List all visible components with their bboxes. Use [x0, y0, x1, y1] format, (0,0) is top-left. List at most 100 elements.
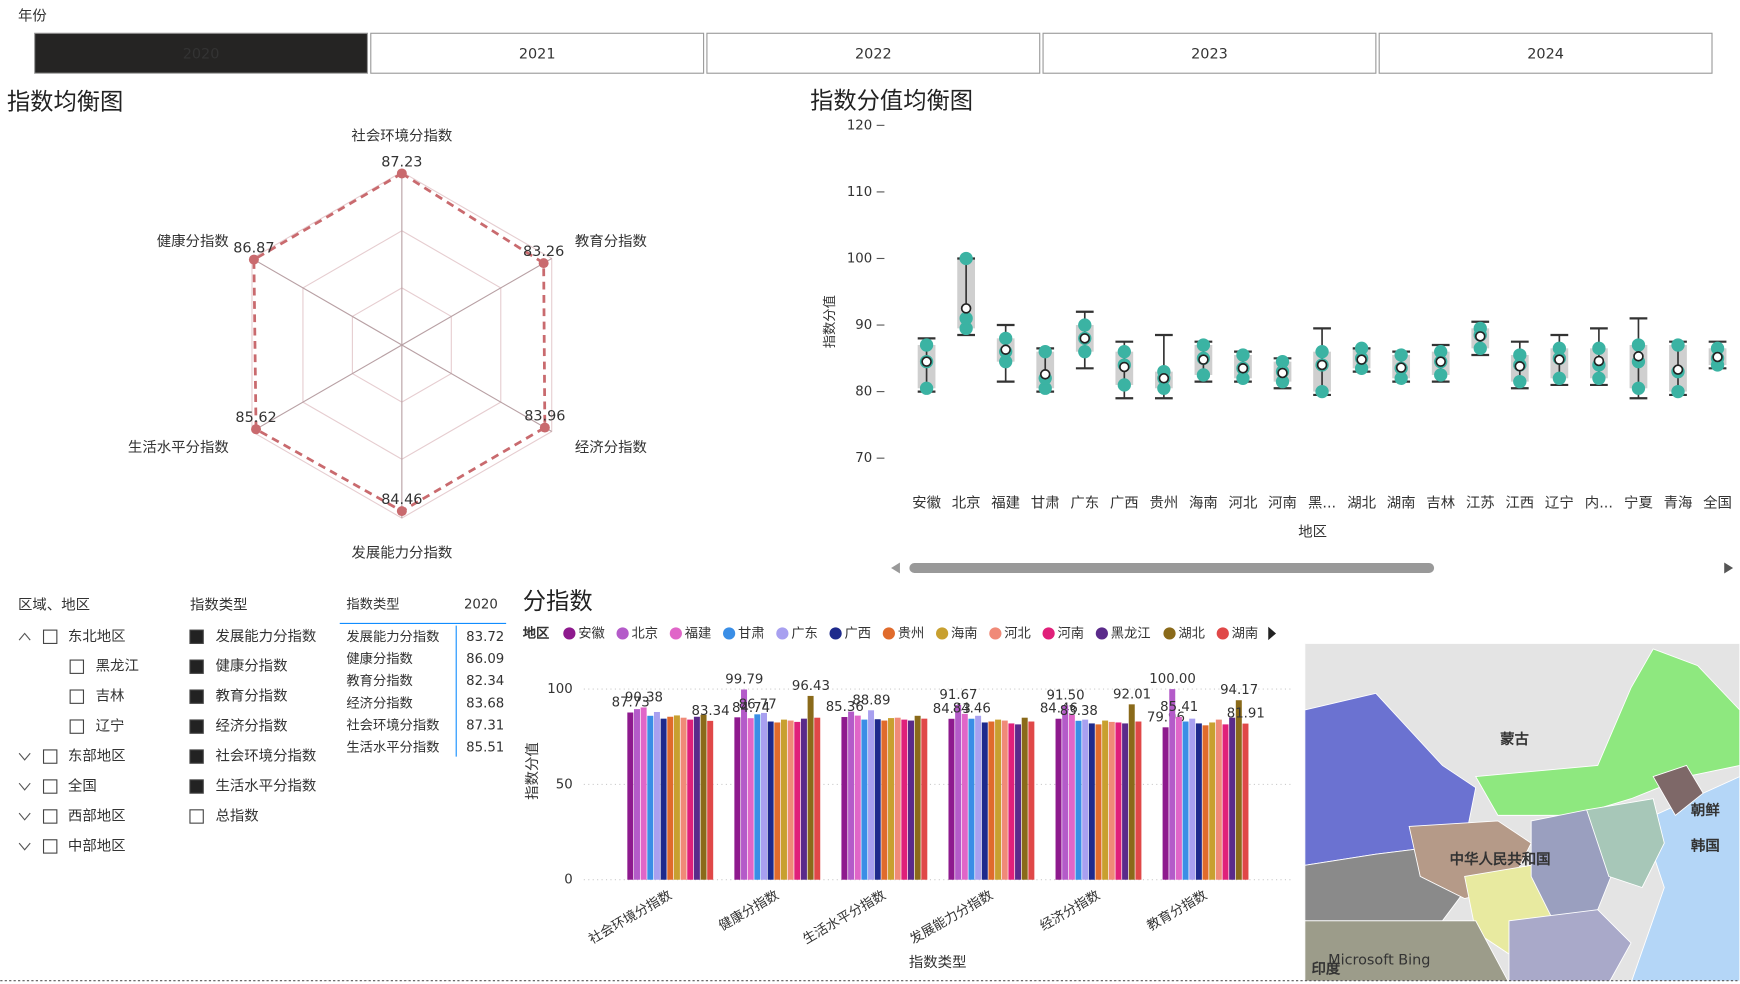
map-region: [1652, 764, 1704, 817]
legend-label[interactable]: 福建: [685, 625, 712, 641]
legend-label[interactable]: 广东: [791, 625, 818, 641]
checkbox[interactable]: [42, 749, 58, 764]
filter-item[interactable]: 教育分指数: [215, 688, 287, 705]
legend-label[interactable]: 甘肃: [738, 625, 765, 641]
year-button[interactable]: [706, 32, 1041, 74]
legend-label[interactable]: 黑龙江: [1111, 625, 1151, 641]
filter-item[interactable]: 辽宁: [96, 718, 125, 735]
mean-marker: [1554, 354, 1565, 365]
checkbox[interactable]: [189, 659, 204, 674]
year-button-label[interactable]: 2024: [1527, 46, 1564, 62]
filter-item[interactable]: 东北地区: [68, 628, 126, 645]
quartile-point: [1671, 384, 1685, 399]
map-label: 蒙古: [1500, 730, 1529, 748]
filter-item[interactable]: 西部地区: [68, 807, 126, 824]
legend-swatch[interactable]: [1216, 627, 1229, 640]
year-button[interactable]: [1378, 32, 1713, 74]
year-button-label[interactable]: 2020: [183, 46, 220, 62]
filter-item[interactable]: 生活水平分指数: [215, 778, 316, 795]
legend-label[interactable]: 海南: [951, 625, 978, 641]
year-button-label[interactable]: 2023: [1191, 46, 1228, 62]
checkbox[interactable]: [189, 689, 204, 704]
legend-swatch[interactable]: [1163, 627, 1176, 640]
checkbox[interactable]: [69, 719, 85, 734]
checkbox[interactable]: [69, 689, 85, 704]
legend-label[interactable]: 北京: [631, 625, 658, 641]
expander[interactable]: [18, 782, 31, 791]
legend-swatch[interactable]: [936, 627, 949, 640]
checkbox[interactable]: [42, 839, 58, 854]
checkbox[interactable]: [189, 749, 204, 764]
legend-swatch[interactable]: [989, 627, 1002, 640]
year-button[interactable]: [1042, 32, 1377, 74]
filter-item[interactable]: 发展能力分指数: [215, 628, 316, 645]
legend-label[interactable]: 湖南: [1232, 625, 1259, 641]
year-button-label[interactable]: 2022: [855, 46, 892, 62]
legend-swatch[interactable]: [723, 627, 736, 640]
expander[interactable]: [18, 812, 31, 821]
expander[interactable]: [18, 752, 31, 761]
quartile-point: [1513, 348, 1527, 362]
mean-marker: [1633, 351, 1644, 362]
legend-swatch[interactable]: [616, 627, 629, 640]
bar: [841, 717, 848, 880]
checkbox[interactable]: [189, 779, 204, 794]
filter-item[interactable]: 黑龙江: [96, 658, 139, 675]
checkbox[interactable]: [69, 659, 85, 674]
filter-item[interactable]: 经济分指数: [215, 718, 287, 735]
expander[interactable]: [18, 632, 31, 641]
filter-item[interactable]: 吉林: [96, 688, 125, 705]
checkbox[interactable]: [42, 779, 58, 794]
filter-item[interactable]: 社会环境分指数: [215, 747, 316, 765]
x-tick-label: 江苏: [1466, 495, 1495, 512]
bar: [1195, 723, 1202, 880]
checkbox[interactable]: [189, 719, 204, 734]
legend-label[interactable]: 贵州: [898, 625, 925, 641]
filter-item[interactable]: 中部地区: [68, 837, 126, 854]
scroll-left[interactable]: [891, 562, 900, 574]
legend-swatch[interactable]: [1042, 627, 1055, 640]
year-button[interactable]: [34, 32, 369, 74]
x-tick-label: 发展能力分指数: [907, 887, 996, 947]
map-label: 印度: [1312, 960, 1341, 978]
checkbox[interactable]: [42, 809, 58, 824]
legend-next[interactable]: [1268, 626, 1277, 641]
legend-swatch[interactable]: [669, 627, 682, 640]
filter-item[interactable]: 健康分指数: [215, 658, 287, 675]
quartile-point: [1236, 348, 1250, 362]
legend-swatch[interactable]: [829, 627, 842, 640]
year-button-label[interactable]: 2021: [519, 46, 556, 62]
legend-label[interactable]: 河南: [1057, 625, 1084, 641]
legend-swatch[interactable]: [563, 627, 576, 640]
bar: [1128, 704, 1135, 880]
scroll-right[interactable]: [1724, 562, 1734, 574]
quartile-point: [1592, 371, 1606, 385]
legend-swatch[interactable]: [882, 627, 895, 640]
bar: [1189, 718, 1196, 880]
legend-swatch[interactable]: [1095, 627, 1108, 640]
data-label: 99.79: [725, 673, 763, 688]
legend-label[interactable]: 安徽: [578, 625, 605, 641]
legend-swatch[interactable]: [776, 627, 789, 640]
filter-item[interactable]: 东部地区: [68, 748, 126, 765]
mean-marker: [1514, 361, 1526, 372]
legend-label[interactable]: 广西: [844, 625, 871, 641]
bar: [1175, 716, 1182, 880]
bar: [1068, 714, 1075, 880]
bar: [1235, 700, 1242, 880]
expander[interactable]: [18, 842, 31, 851]
table-cell: 85.51: [466, 741, 504, 756]
legend-label[interactable]: 湖北: [1178, 625, 1205, 641]
checkbox[interactable]: [189, 809, 204, 824]
legend-label[interactable]: 河北: [1004, 625, 1031, 641]
checkbox[interactable]: [189, 629, 204, 644]
y-tick-label: 80: [855, 385, 872, 400]
filter-item[interactable]: 总指数: [215, 807, 258, 824]
year-button[interactable]: [370, 32, 705, 74]
checkbox[interactable]: [42, 629, 58, 644]
category-label: 教育分指数: [575, 233, 647, 250]
data-label: 86.87: [233, 240, 274, 256]
quartile-point: [1196, 368, 1211, 382]
filter-item[interactable]: 全国: [68, 777, 97, 795]
